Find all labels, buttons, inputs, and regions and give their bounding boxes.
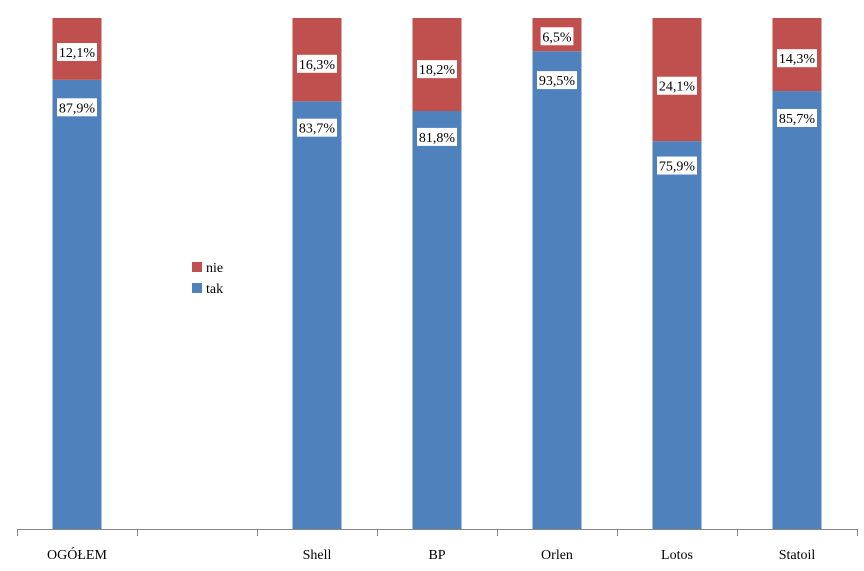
data-label: 24,1% [659, 80, 696, 95]
data-label: 75,9% [659, 160, 696, 175]
data-label-bg [417, 127, 457, 146]
data-label-bg [297, 118, 337, 137]
legend-label: nie [206, 261, 223, 276]
data-label-bg [540, 27, 574, 46]
data-label: 12,1% [59, 46, 96, 61]
legend-swatch [192, 262, 202, 272]
bars [52, 18, 822, 530]
bar-tak [772, 91, 822, 529]
data-label: 93,5% [539, 74, 576, 89]
data-label-bg [417, 60, 457, 79]
bar-tak [292, 101, 342, 529]
data-label: 14,3% [779, 52, 816, 67]
data-label: 18,2% [419, 63, 456, 78]
data-label-bg [57, 98, 97, 117]
x-tick-label: OGÓŁEM [47, 546, 107, 563]
data-label: 83,7% [299, 122, 336, 137]
data-label-bg [657, 156, 697, 175]
data-label: 16,3% [299, 58, 336, 73]
data-label-bg [57, 43, 97, 62]
x-tick-label: Shell [303, 548, 332, 563]
data-label-bg [657, 76, 697, 95]
data-label: 85,7% [779, 112, 816, 127]
x-tick-label: BP [428, 548, 445, 563]
legend-label: tak [206, 282, 223, 297]
x-tick-label: Statoil [779, 548, 816, 563]
data-label: 6,5% [542, 30, 572, 45]
x-tick-label: Orlen [541, 548, 573, 563]
data-label-bg [537, 71, 577, 90]
data-labels: 87,9% 12,1% 83,7% 16,3% 81,8% 18,2% 93,5% 6,5% 7… [57, 27, 817, 175]
data-label-bg [777, 49, 817, 68]
bar-tak [412, 111, 462, 529]
legend: nie tak [192, 261, 223, 297]
x-axis: OGÓŁEM Shell BP Orlen Lotos Statoil [17, 529, 858, 563]
data-label: 81,8% [419, 131, 456, 146]
data-label-bg [777, 108, 817, 127]
bar-tak [652, 141, 702, 529]
legend-swatch [192, 283, 202, 293]
data-label: 87,9% [59, 101, 96, 116]
bar-tak [532, 51, 582, 530]
data-label-bg [297, 54, 337, 73]
bar-tak [52, 79, 102, 530]
x-tick-label: Lotos [661, 548, 693, 563]
